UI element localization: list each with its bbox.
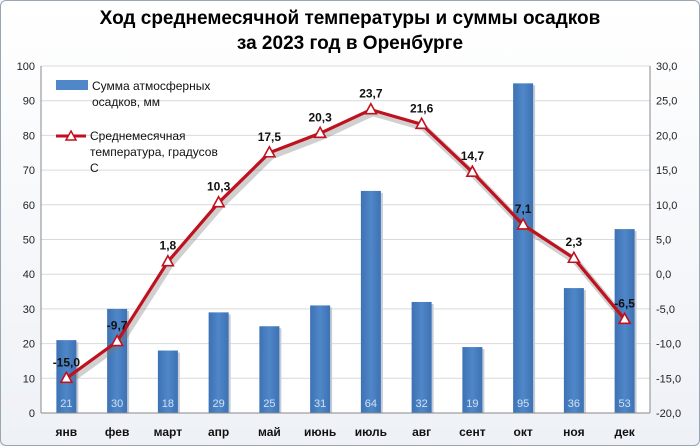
x-tick-label: сент — [459, 425, 486, 439]
precipitation-bar-value-label: 53 — [619, 398, 631, 410]
y-left-tick-label: 20 — [23, 339, 35, 351]
x-tick-label: ноя — [563, 425, 584, 439]
x-tick-label: июнь — [304, 425, 336, 439]
y-left-tick-label: 50 — [23, 235, 35, 247]
precipitation-bar — [208, 312, 229, 413]
x-tick-label: март — [154, 425, 183, 439]
y-right-tick-label: 10,0 — [656, 200, 677, 212]
grid-lines — [41, 65, 650, 414]
precipitation-bar-value-label: 29 — [213, 398, 225, 410]
precipitation-bar-value-label: 95 — [517, 398, 529, 410]
y-left-tick-label: 90 — [23, 96, 35, 108]
precipitation-bar-value-label: 64 — [365, 398, 377, 410]
y-right-tick-label: -5,0 — [656, 304, 675, 316]
x-tick-label: янв — [56, 425, 78, 439]
chart-title-line-2: за 2023 год в Оренбурге — [236, 33, 464, 54]
precipitation-bar — [411, 301, 432, 413]
legend-line-marker — [64, 129, 78, 141]
y-right-tick-label: 15,0 — [656, 165, 677, 177]
y-right-tick-label: -20,0 — [656, 408, 681, 420]
precipitation-bar-value-label: 25 — [263, 398, 275, 410]
precipitation-bar — [157, 350, 178, 413]
precipitation-bar — [563, 288, 584, 413]
precipitation-bar-value-label: 30 — [111, 398, 123, 410]
y-right-tick-label: -15,0 — [656, 373, 681, 385]
temperature-point — [110, 333, 124, 347]
x-tick-label: апр — [208, 425, 229, 439]
precipitation-bar — [513, 83, 534, 413]
temperature-line-path — [65, 108, 626, 380]
temperature-value-label: 14,7 — [461, 149, 485, 163]
temperature-value-label: -6,5 — [614, 296, 635, 310]
temperature-line: -15,0 -9,7 1,8 10,3 17,5 20,3 23,7 21,6 14,7 7,1 2… — [53, 87, 635, 385]
y-left-tick-label: 10 — [23, 373, 35, 385]
precipitation-bar-value-label: 31 — [314, 398, 326, 410]
y-right-tick-label: 0,0 — [656, 269, 671, 281]
temperature-point — [465, 164, 480, 177]
x-tick-label: фев — [105, 425, 129, 439]
y-right-tick-label: 30,0 — [656, 61, 677, 73]
temperature-point — [364, 102, 378, 115]
legend: Сумма атмосферных осадков, мм Среднемеся… — [56, 79, 218, 175]
x-tick-label: дек — [614, 425, 635, 439]
temperature-value-label: 17,5 — [258, 130, 282, 144]
chart-title-line-1: Ход среднемесячной температуры и суммы о… — [99, 8, 601, 29]
legend-line-label-line-2: температура, градусов — [90, 145, 218, 159]
y-left-tick-label: 100 — [17, 61, 35, 73]
temperature-value-label: 23,7 — [359, 87, 383, 101]
temperature-value-label: 1,8 — [160, 239, 177, 253]
temperature-point — [262, 145, 277, 158]
temperature-point — [516, 217, 530, 230]
precipitation-bar — [462, 347, 483, 413]
y-left-tick-label: 70 — [23, 165, 35, 177]
temperature-value-label: 7,1 — [515, 202, 532, 216]
legend-line-label-line-1: Среднемесячная — [90, 129, 186, 143]
precipitation-bar-value-label: 32 — [416, 398, 428, 410]
legend-bar-swatch — [56, 80, 88, 90]
axes: 0 10 20 30 40 50 60 70 80 90 100 -20,0 -15,0 -10,0 -5,… — [17, 61, 681, 439]
temperature-value-label: -15,0 — [53, 355, 81, 369]
precipitation-bar-value-label: 21 — [60, 398, 72, 410]
precipitation-bar — [360, 190, 381, 413]
y-left-tick-label: 80 — [23, 130, 35, 142]
y-right-tick-label: 20,0 — [656, 130, 677, 142]
x-tick-label: май — [258, 425, 281, 439]
chart-title: Ход среднемесячной температуры и суммы о… — [0, 6, 700, 56]
legend-line-label-line-3: С — [90, 161, 99, 175]
x-tick-label: июль — [355, 425, 387, 439]
y-left-tick-label: 0 — [29, 408, 35, 420]
temperature-point — [313, 125, 327, 139]
x-tick-label: окт — [514, 425, 533, 439]
precipitation-bar — [310, 305, 331, 413]
x-tick-label: авг — [412, 425, 431, 439]
temperature-point — [59, 370, 74, 384]
temperature-value-label: -9,7 — [107, 319, 128, 333]
y-right-tick-label: -10,0 — [656, 339, 681, 351]
temperature-value-label: 21,6 — [410, 101, 434, 115]
temperature-point — [211, 195, 226, 208]
temperature-point — [414, 116, 429, 130]
y-right-tick-label: 5,0 — [656, 235, 671, 247]
y-left-tick-label: 40 — [23, 269, 35, 281]
temperature-point — [567, 250, 581, 264]
temperature-point — [161, 254, 175, 267]
legend-bar-label-line-2: осадков, мм — [92, 95, 160, 109]
temperature-value-label: 20,3 — [308, 110, 332, 124]
y-left-tick-label: 30 — [23, 304, 35, 316]
temperature-value-label: 10,3 — [207, 180, 231, 194]
precipitation-bar-value-label: 36 — [568, 398, 580, 410]
precipitation-bar-value-label: 18 — [162, 398, 174, 410]
legend-bar-label-line-1: Сумма атмосферных — [92, 79, 210, 93]
precipitation-bar-value-label: 19 — [466, 398, 478, 410]
temperature-value-label: 2,3 — [566, 235, 583, 249]
y-right-tick-label: 25,0 — [656, 96, 677, 108]
temperature-point — [617, 311, 632, 325]
precipitation-bar — [259, 326, 280, 413]
y-left-tick-label: 60 — [23, 200, 35, 212]
